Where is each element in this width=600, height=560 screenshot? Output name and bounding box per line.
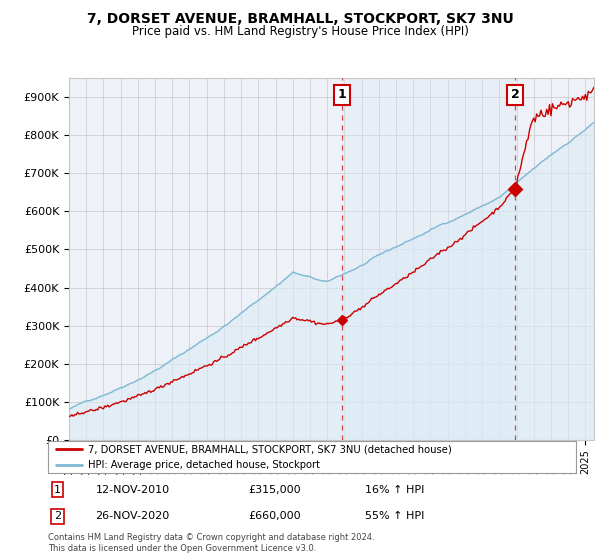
Text: £315,000: £315,000 <box>248 484 301 494</box>
Text: £660,000: £660,000 <box>248 511 301 521</box>
Text: 16% ↑ HPI: 16% ↑ HPI <box>365 484 424 494</box>
Bar <box>342 78 515 440</box>
Text: Price paid vs. HM Land Registry's House Price Index (HPI): Price paid vs. HM Land Registry's House … <box>131 25 469 38</box>
Text: 26-NOV-2020: 26-NOV-2020 <box>95 511 170 521</box>
Text: 2: 2 <box>511 88 520 101</box>
Text: 55% ↑ HPI: 55% ↑ HPI <box>365 511 424 521</box>
Text: 12-NOV-2010: 12-NOV-2010 <box>95 484 170 494</box>
Text: 1: 1 <box>54 484 61 494</box>
Text: 1: 1 <box>338 88 347 101</box>
Text: HPI: Average price, detached house, Stockport: HPI: Average price, detached house, Stoc… <box>88 460 320 470</box>
Text: 2: 2 <box>54 511 61 521</box>
Text: Contains HM Land Registry data © Crown copyright and database right 2024.
This d: Contains HM Land Registry data © Crown c… <box>48 533 374 553</box>
Text: 7, DORSET AVENUE, BRAMHALL, STOCKPORT, SK7 3NU: 7, DORSET AVENUE, BRAMHALL, STOCKPORT, S… <box>86 12 514 26</box>
Text: 7, DORSET AVENUE, BRAMHALL, STOCKPORT, SK7 3NU (detached house): 7, DORSET AVENUE, BRAMHALL, STOCKPORT, S… <box>88 445 451 455</box>
